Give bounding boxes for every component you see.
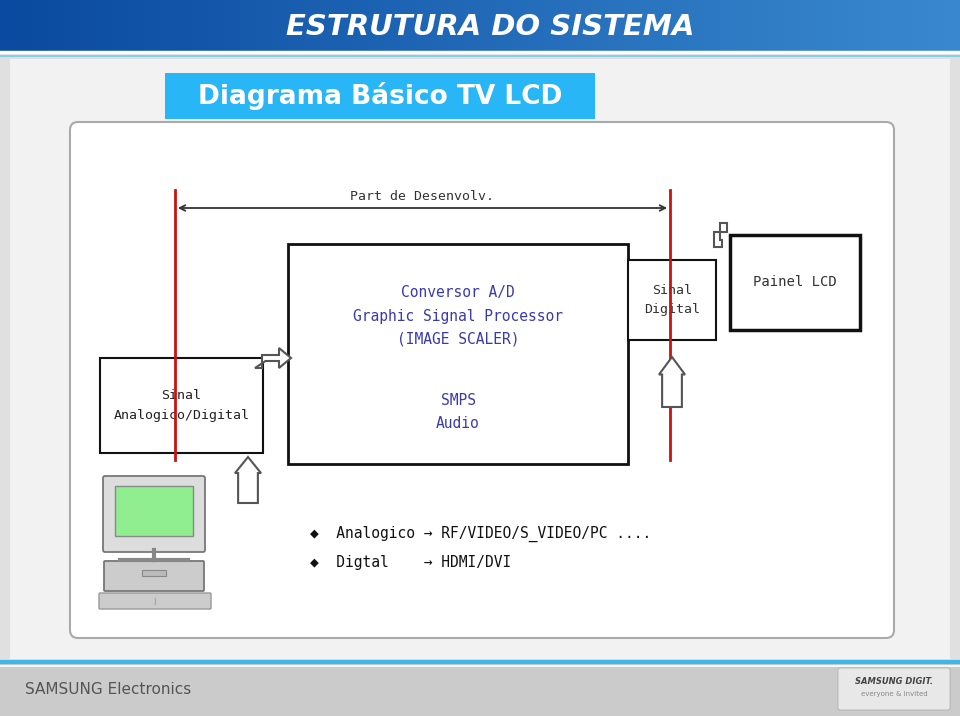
Bar [656, 0, 672, 52]
Bar [320, 0, 336, 52]
Bar [576, 0, 592, 52]
Bar [144, 0, 160, 52]
FancyBboxPatch shape [838, 668, 950, 710]
Bar [480, 0, 496, 52]
Bar [512, 0, 528, 52]
Bar [288, 244, 628, 464]
Text: SAMSUNG DIGIT.: SAMSUNG DIGIT. [855, 677, 933, 685]
Bar [32, 0, 48, 52]
Bar [0, 0, 16, 52]
Bar [688, 0, 704, 52]
Bar [10, 59, 950, 659]
Bar [400, 0, 416, 52]
Bar [336, 0, 352, 52]
Polygon shape [235, 457, 261, 503]
Bar [464, 0, 480, 52]
Text: SMPS
Audio: SMPS Audio [436, 393, 480, 431]
Bar [176, 0, 192, 52]
Bar [704, 0, 720, 52]
Bar [768, 0, 784, 52]
Polygon shape [714, 223, 728, 248]
Bar [48, 0, 64, 52]
Bar [496, 0, 512, 52]
Bar [864, 0, 880, 52]
Bar [64, 0, 80, 52]
FancyBboxPatch shape [70, 122, 894, 638]
Bar [640, 0, 656, 52]
Text: Sinal
Digital: Sinal Digital [644, 284, 700, 316]
Bar [944, 0, 960, 52]
Bar [928, 0, 944, 52]
Bar [736, 0, 752, 52]
Bar [880, 0, 896, 52]
Bar [0, 662, 960, 716]
FancyBboxPatch shape [103, 476, 205, 552]
Text: ◆  Analogico → RF/VIDEO/S_VIDEO/PC ....: ◆ Analogico → RF/VIDEO/S_VIDEO/PC .... [310, 526, 651, 542]
Bar [832, 0, 848, 52]
Bar [96, 0, 112, 52]
Bar [672, 0, 688, 52]
Bar [720, 0, 736, 52]
Text: everyone & invited: everyone & invited [861, 691, 927, 697]
Bar [912, 0, 928, 52]
Text: Sinal
Analogico/Digital: Sinal Analogico/Digital [113, 389, 250, 422]
Bar [352, 0, 368, 52]
Bar [304, 0, 320, 52]
Bar [592, 0, 608, 52]
Bar [128, 0, 144, 52]
Bar [528, 0, 544, 52]
Bar [608, 0, 624, 52]
Bar [165, 73, 595, 119]
Polygon shape [255, 348, 291, 368]
Bar [628, 260, 716, 340]
Bar [416, 0, 432, 52]
Bar [752, 0, 768, 52]
Polygon shape [659, 357, 685, 407]
Bar [816, 0, 832, 52]
Bar [560, 0, 576, 52]
Bar [112, 0, 128, 52]
Bar [432, 0, 448, 52]
Bar [784, 0, 800, 52]
Bar [192, 0, 208, 52]
Bar [272, 0, 288, 52]
Bar [448, 0, 464, 52]
Bar [624, 0, 640, 52]
Bar [80, 0, 96, 52]
Bar [160, 0, 176, 52]
Bar [368, 0, 384, 52]
Bar [224, 0, 240, 52]
Text: ◆  Digtal    → HDMI/DVI: ◆ Digtal → HDMI/DVI [310, 554, 512, 569]
Text: Conversor A/D
Graphic Signal Processor
(IMAGE SCALER): Conversor A/D Graphic Signal Processor (… [353, 285, 563, 347]
Bar [115, 486, 193, 536]
Text: SAMSUNG Electronics: SAMSUNG Electronics [25, 682, 191, 697]
FancyBboxPatch shape [99, 593, 211, 609]
Bar [16, 0, 32, 52]
Bar [544, 0, 560, 52]
Bar [208, 0, 224, 52]
Bar [288, 0, 304, 52]
Text: Diagrama Básico TV LCD: Diagrama Básico TV LCD [198, 82, 563, 110]
Bar [256, 0, 272, 52]
Bar [730, 235, 860, 330]
FancyBboxPatch shape [104, 561, 204, 591]
Text: Painel LCD: Painel LCD [754, 276, 837, 289]
Bar [896, 0, 912, 52]
Bar [100, 358, 263, 453]
Bar [848, 0, 864, 52]
Bar [0, 0, 960, 52]
Bar [240, 0, 256, 52]
Text: Part de Desenvolv.: Part de Desenvolv. [350, 190, 494, 203]
Bar [384, 0, 400, 52]
Text: ESTRUTURA DO SISTEMA: ESTRUTURA DO SISTEMA [286, 13, 694, 41]
Bar [142, 570, 166, 576]
Bar [800, 0, 816, 52]
